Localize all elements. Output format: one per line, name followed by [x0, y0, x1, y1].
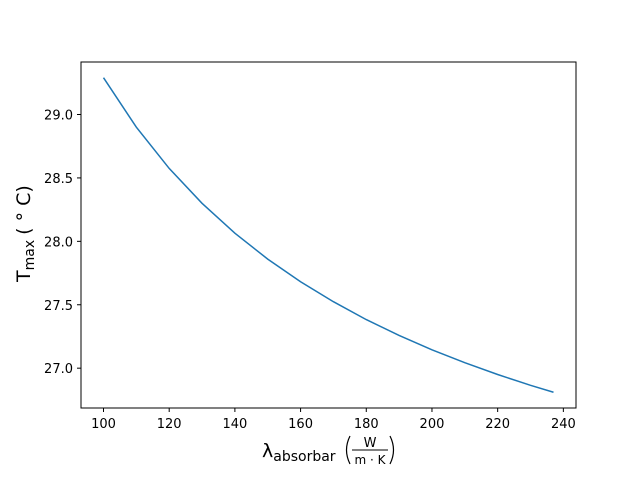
x-tick-label: 240 — [551, 417, 576, 432]
x-tick-label: 180 — [354, 417, 379, 432]
axes-frame — [80, 61, 577, 409]
x-axis-label: λabsorbar — [262, 440, 336, 465]
y-label-subscript: max — [22, 240, 38, 271]
plot-area — [102, 77, 554, 393]
x-tick-label: 120 — [157, 417, 182, 432]
x-label-paren — [345, 435, 351, 465]
x-label-paren — [389, 435, 395, 465]
y-label-unit: ( ° C) — [13, 185, 35, 235]
y-tick-label: 29.0 — [44, 109, 73, 124]
data-line — [102, 77, 554, 393]
x-label-numerator: W — [364, 436, 377, 451]
y-axis-label: Tmax ( ° C) — [13, 185, 38, 283]
x-label-subscript: absorbar — [273, 449, 336, 465]
x-tick-label: 200 — [420, 417, 445, 432]
y-tick-label: 27.0 — [44, 362, 73, 377]
y-tick-label: 28.5 — [44, 172, 73, 187]
y-label-symbol: T — [13, 270, 35, 283]
x-tick-label: 140 — [222, 417, 247, 432]
x-label-symbol: λ — [262, 440, 273, 462]
x-tick-label: 220 — [485, 417, 510, 432]
y-tick-label: 28.0 — [44, 235, 73, 250]
x-label-denominator: m · K — [354, 453, 386, 467]
x-tick-label: 160 — [288, 417, 313, 432]
y-tick-label: 27.5 — [44, 299, 73, 314]
x-tick-label: 100 — [91, 417, 116, 432]
